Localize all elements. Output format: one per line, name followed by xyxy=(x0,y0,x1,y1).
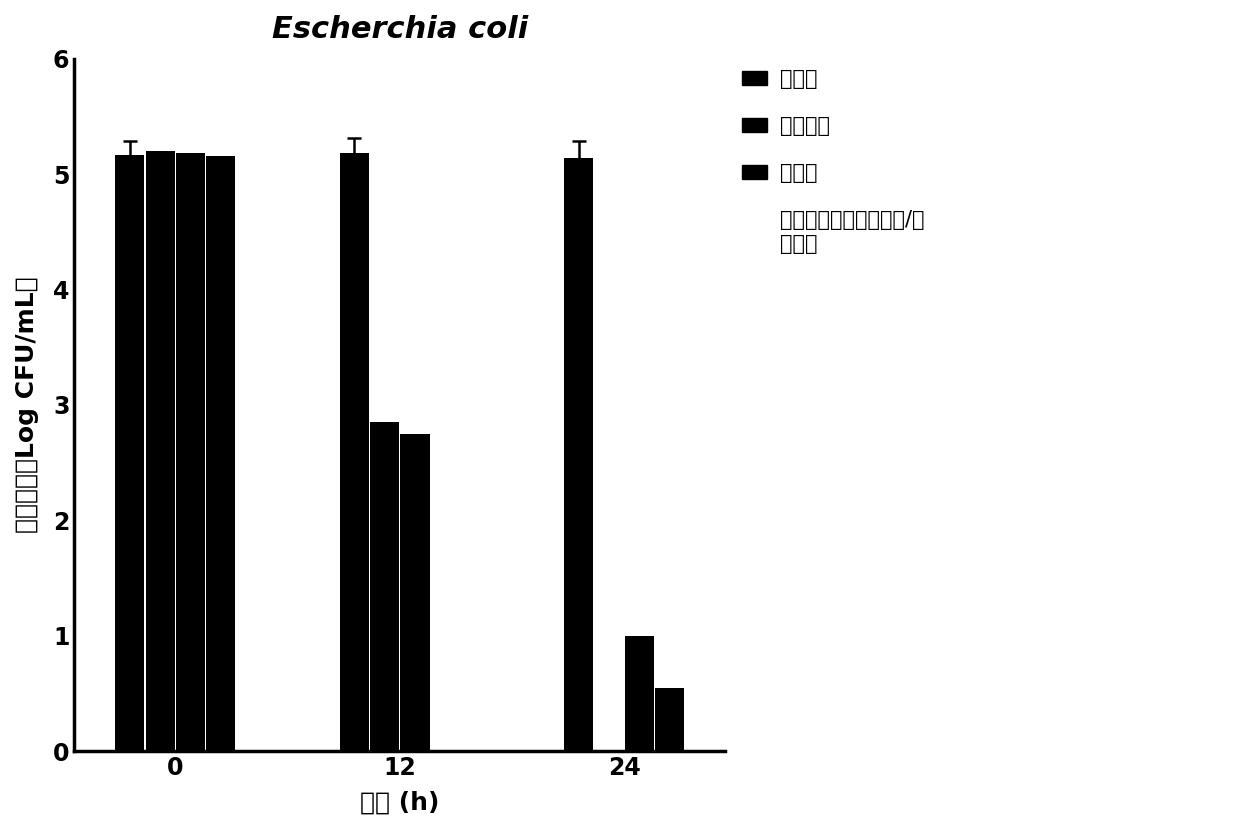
Title: Escherchia coli: Escherchia coli xyxy=(272,15,528,44)
Bar xyxy=(655,687,684,751)
Bar xyxy=(115,154,144,751)
Bar xyxy=(176,154,205,751)
Bar xyxy=(564,158,594,751)
Y-axis label: 残存菌数（Log CFU/mL）: 残存菌数（Log CFU/mL） xyxy=(15,276,38,533)
Bar xyxy=(145,151,175,751)
Bar xyxy=(401,434,429,751)
Bar xyxy=(340,154,370,751)
Bar xyxy=(370,422,399,751)
X-axis label: 时间 (h): 时间 (h) xyxy=(360,791,439,815)
Bar xyxy=(625,636,653,751)
Bar xyxy=(206,156,236,751)
Legend: 空白组, 四赖氨酸, 枯茱醇, 脉冲强光处理的枯茱醇/四
赖氨酸: 空白组, 四赖氨酸, 枯茱醇, 脉冲强光处理的枯茱醇/四 赖氨酸 xyxy=(743,69,924,254)
